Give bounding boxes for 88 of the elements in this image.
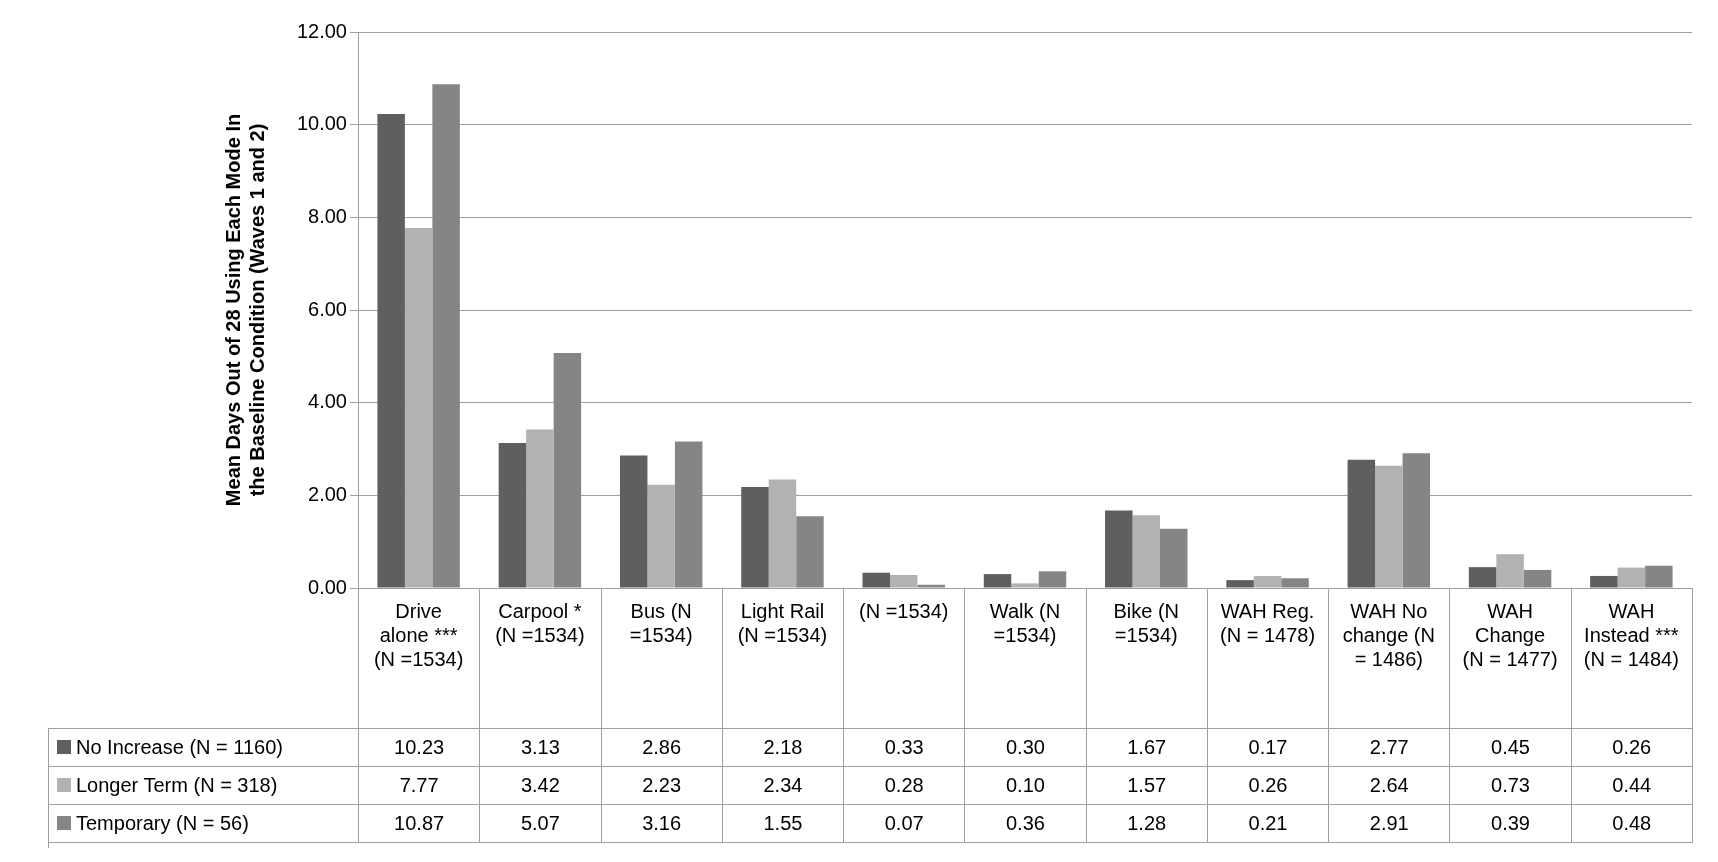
x-tick-label: Walk (N =1534) [989,599,1061,646]
data-label: 0.44 [1571,766,1693,805]
bar [796,516,824,588]
y-tick-label: 4.00 [308,390,347,413]
bar [1645,565,1673,588]
data-label: 0.28 [843,766,965,805]
bar [1347,459,1376,588]
data-label: 5.07 [479,804,602,843]
data-label: 0.48 [1571,804,1693,843]
bar [432,84,460,588]
data-label: 2.23 [601,766,723,805]
data-label: 10.87 [358,804,480,843]
data-label: 0.26 [1571,728,1693,767]
data-label: 2.64 [1328,766,1450,805]
bar [1253,575,1282,588]
bar [1132,515,1161,588]
data-label: 1.28 [1086,804,1208,843]
data-label: 0.07 [843,804,965,843]
bar [1496,554,1524,588]
bar [768,479,797,588]
bar [889,575,918,588]
data-label: 0.33 [843,728,965,767]
data-label: 0.17 [1207,728,1329,767]
x-tick-label: Bike (N =1534) [1113,599,1180,646]
x-tick-label: Bus (N =1534) [629,599,693,646]
data-label: 0.73 [1449,766,1572,805]
bar [1105,510,1133,588]
data-label: 0.45 [1449,728,1572,767]
x-tick-label: Carpool * (N =1534) [495,599,585,646]
bar [1160,528,1188,588]
data-label: 3.13 [479,728,602,767]
bar [526,429,554,588]
bar [1468,567,1497,588]
y-tick-label: 10.00 [296,112,347,135]
data-label: 2.18 [722,728,844,767]
data-label: 0.36 [964,804,1087,843]
data-label: 0.21 [1207,804,1329,843]
x-tick-label: WAH No change (N = 1486) [1342,599,1435,670]
bar [1617,567,1646,588]
y-tick-label: 0.00 [308,575,347,598]
legend-label: No Increase (N = 1160) [76,736,283,758]
bar [553,353,582,588]
data-label: 1.55 [722,804,844,843]
bar [1590,575,1618,588]
data-label: 3.42 [479,766,602,805]
legend-label: Longer Term (N = 318) [76,774,278,796]
bar [498,442,527,588]
bar [619,455,648,588]
bar [1011,583,1039,588]
x-tick-label: WAH Instead *** (N = 1484) [1583,599,1679,670]
data-label: 0.10 [964,766,1087,805]
bar [1281,578,1309,588]
legend-label: Temporary (N = 56) [76,812,249,834]
bar [674,441,703,588]
data-label: 0.39 [1449,804,1572,843]
bar [862,572,890,588]
bar [741,486,769,588]
bar [1402,453,1431,588]
data-label: 7.77 [358,766,480,805]
y-tick-label: 2.00 [308,482,347,505]
data-label: 1.67 [1086,728,1208,767]
data-label: 0.30 [964,728,1087,767]
bar [983,574,1012,588]
data-label: 1.57 [1086,766,1208,805]
bar [1038,571,1067,588]
bar [647,484,675,588]
y-tick-label: 12.00 [296,19,347,42]
bar [1375,465,1403,588]
data-label: 0.26 [1207,766,1329,805]
x-tick-label: (N =1534) [858,599,949,622]
data-label: 2.34 [722,766,844,805]
data-label: 3.16 [601,804,723,843]
x-tick-label: Light Rail (N =1534) [737,599,828,646]
data-label: 2.77 [1328,728,1450,767]
x-tick-label: WAH Change (N = 1477) [1462,599,1558,670]
bar [404,227,433,588]
bar [377,114,405,588]
x-tick-label: WAH Reg. (N = 1478) [1220,599,1316,646]
data-label: 2.86 [601,728,723,767]
bar [917,584,945,588]
data-label: 2.91 [1328,804,1450,843]
bar [1226,580,1254,588]
bar [1523,569,1552,588]
x-tick-label: Drive alone *** (N =1534) [373,599,464,670]
data-label: 10.23 [358,728,480,767]
y-axis-title: Mean Days Out of 28 Using Each Mode In the Baseline Condition (Waves 1 and 2) [221,113,268,507]
y-tick-label: 6.00 [308,297,347,320]
y-tick-label: 8.00 [308,204,347,227]
